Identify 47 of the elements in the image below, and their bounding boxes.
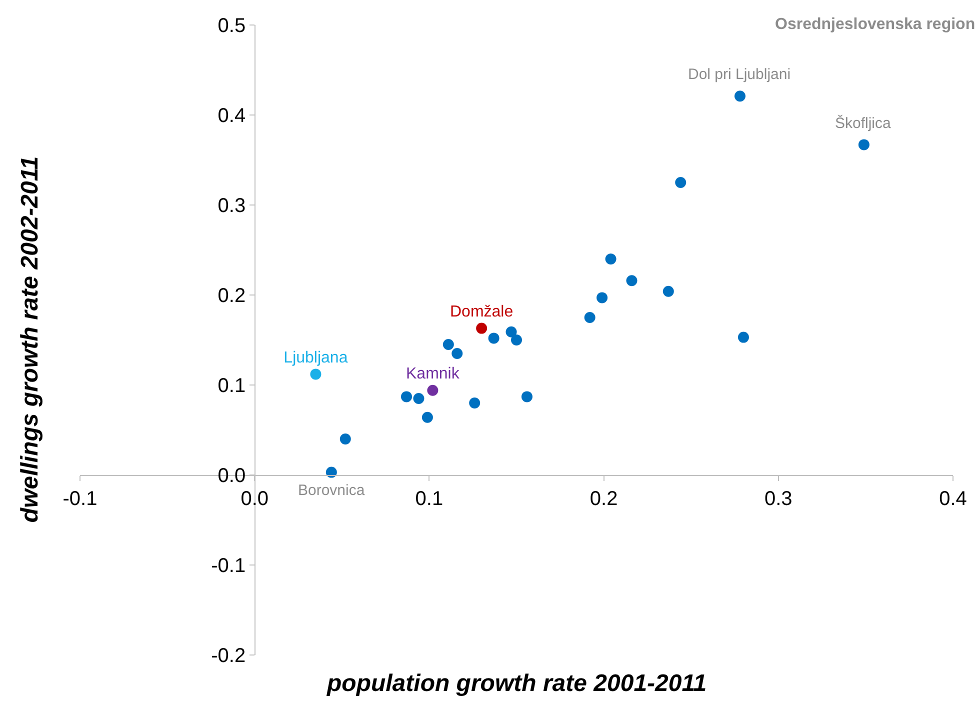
y-tick-label: 0.1 [218,375,246,397]
series-label: Ljubljana [284,349,348,366]
y-tick-label: -0.2 [211,645,246,667]
point [662,286,674,297]
point [413,393,424,404]
point [506,326,517,338]
annotation: Dol pri Ljubljani [688,66,791,83]
x-tick-label: -0.1 [62,488,98,510]
y-tick-label: 0.0 [218,465,246,487]
point [488,332,500,344]
y-tick-label: 0.2 [218,285,246,307]
y-axis-title: dwellings growth rate 2002-2011 [16,156,44,523]
point [675,177,686,188]
y-tick-label: 0.4 [218,105,246,127]
point [626,275,638,286]
point [326,466,337,478]
point [476,322,488,334]
y-tick-label: -0.1 [211,555,246,577]
point [452,348,463,359]
series-label: Domžale [450,303,514,320]
x-tick-label: 0.4 [939,488,967,510]
series-label: Kamnik [406,366,460,383]
chart-title: Osrednjeslovenska region [775,16,976,34]
point [521,391,532,402]
y-tick-label: 0.3 [218,195,246,217]
point [422,412,433,423]
point [858,139,870,150]
point [401,391,412,402]
point [511,334,522,346]
x-tick-label: 0.3 [764,488,792,510]
point [469,398,480,408]
annotation: Borovnica [298,482,366,499]
x-axis-title: population growth rate 2001-2011 [326,670,707,697]
point [340,434,351,444]
y-tick-label: 0.5 [218,15,246,37]
point [738,332,749,343]
point [734,90,746,102]
x-tick-label: 0.2 [590,488,618,510]
annotation: Škofljica [835,114,892,132]
point [427,384,438,396]
point [596,292,608,304]
point [310,368,322,380]
x-tick-label: 0.0 [240,488,269,510]
point [605,254,616,264]
point [442,339,454,350]
point [584,312,596,323]
x-tick-label: 0.1 [415,488,444,510]
